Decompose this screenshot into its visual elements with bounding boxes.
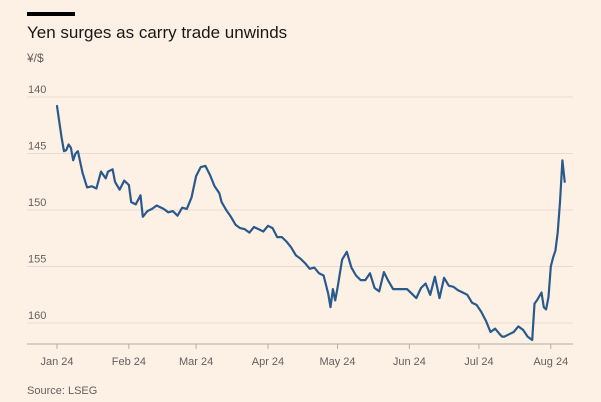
x-tick-label: Aug 24 [533,356,568,368]
x-tick-label: May 24 [319,356,355,368]
y-tick-label-160: 160 [28,310,46,322]
series-layer [55,104,566,342]
chart-title: Yen surges as carry trade unwinds [27,23,288,42]
y-tick-label-155: 155 [28,254,46,266]
y-axis-units: ¥/$ [27,51,44,65]
x-axis: Jan 24 Feb 24 Mar 24 Apr 24 May 24 Jun 24 Jul … [27,343,573,368]
x-tick-label: Jun 24 [393,356,426,368]
source-note: Source: LSEG [27,385,98,397]
x-tick-label: Mar 24 [179,356,213,368]
x-tick-label: Feb 24 [112,356,146,368]
x-tick-label: Apr 24 [252,356,284,368]
x-tick-label: Jul 24 [464,356,493,368]
y-tick-labels: 140 145 150 155 160 [28,84,46,322]
series-line-usdjpy [55,104,566,342]
gridlines [27,96,573,324]
y-tick-label-140: 140 [28,84,46,96]
y-tick-label-145: 145 [28,141,46,153]
header-accent-bar [27,12,75,16]
x-tick-label: Jan 24 [40,356,73,368]
y-tick-label-150: 150 [28,197,46,209]
